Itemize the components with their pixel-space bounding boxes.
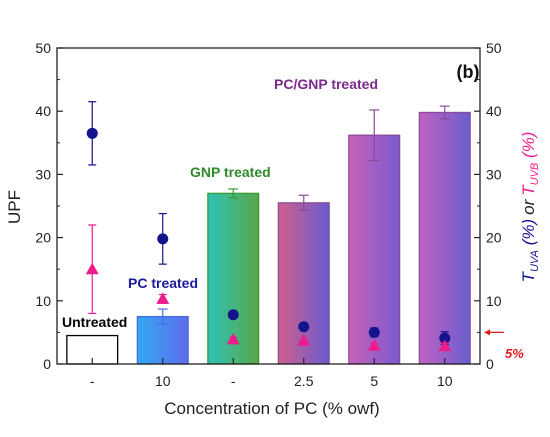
x-tick-label-5: 10 (437, 373, 453, 389)
series-1-point-4 (367, 339, 381, 351)
x-tick-label-4: 5 (370, 373, 378, 389)
x-axis-title: Concentration of PC (% owf) (164, 399, 379, 418)
series-0-point-0 (86, 127, 98, 139)
y2-tick-label-1: 10 (486, 293, 502, 309)
t-uva-unit: (%) (519, 219, 538, 250)
group-label-pc-treated: PC treated (128, 275, 198, 291)
bar-errors-layer (157, 105, 450, 325)
group-label-gnp-treated: GNP treated (190, 164, 271, 180)
t-uva-symbol: T (519, 270, 538, 282)
group-label-untreated: Untreated (62, 314, 127, 330)
t-uvb-symbol: T (519, 184, 538, 196)
series-0-point-2 (227, 309, 239, 321)
panel-label: (b) (457, 62, 480, 82)
reference-line-label: 5% (505, 346, 524, 361)
right-axis-title: TUVA (%)orTUVB (%) (519, 132, 541, 283)
right-axis-join: or (519, 198, 538, 214)
x-tick-label-1: 10 (155, 373, 171, 389)
y-tick-label-0: 0 (43, 356, 51, 372)
bar-5 (418, 111, 471, 365)
y-tick-label-4: 40 (35, 103, 51, 119)
y2-tick-label-4: 40 (486, 103, 502, 119)
x-tick-label-0: - (90, 373, 95, 389)
series-0-point-1 (157, 233, 169, 245)
series-0-point-3 (298, 321, 310, 333)
t-uva-subscript: UVA (529, 250, 541, 272)
y-axis-title: UPF (5, 190, 24, 224)
y2-tick-label-5: 50 (486, 40, 502, 56)
y-tick-label-1: 10 (35, 293, 51, 309)
y2-tick-label-2: 20 (486, 230, 502, 246)
bars-layer (66, 111, 471, 365)
y-tick-label-2: 20 (35, 230, 51, 246)
labels-layer (484, 329, 504, 336)
series-1-point-5 (438, 339, 452, 352)
series-1-point-2 (226, 332, 240, 345)
markers-layer (85, 101, 452, 352)
y2-tick-label-0: 0 (486, 356, 494, 372)
x-tick-label-3: 2.5 (294, 373, 314, 389)
group-label-pc-gnp-treated: PC/GNP treated (274, 76, 378, 92)
y-tick-label-5: 50 (35, 40, 51, 56)
ticks-layer: 0 10 20 30 40 50 0 10 20 30 40 50 - 10 - 2.5 5 10 (35, 40, 501, 389)
series-0-point-4 (368, 326, 380, 338)
reference-line-arrowhead (484, 329, 490, 336)
y-tick-label-3: 30 (35, 166, 51, 182)
series-1-point-0 (85, 262, 99, 275)
series-0-point-5 (439, 332, 451, 344)
t-uvb-subscript: UVB (529, 163, 541, 186)
series-1-point-3 (297, 334, 311, 346)
y2-tick-label-3: 30 (486, 166, 502, 182)
series-1-point-1 (156, 292, 170, 304)
t-uvb-unit: (%) (519, 132, 538, 163)
x-tick-label-2: - (231, 373, 236, 389)
